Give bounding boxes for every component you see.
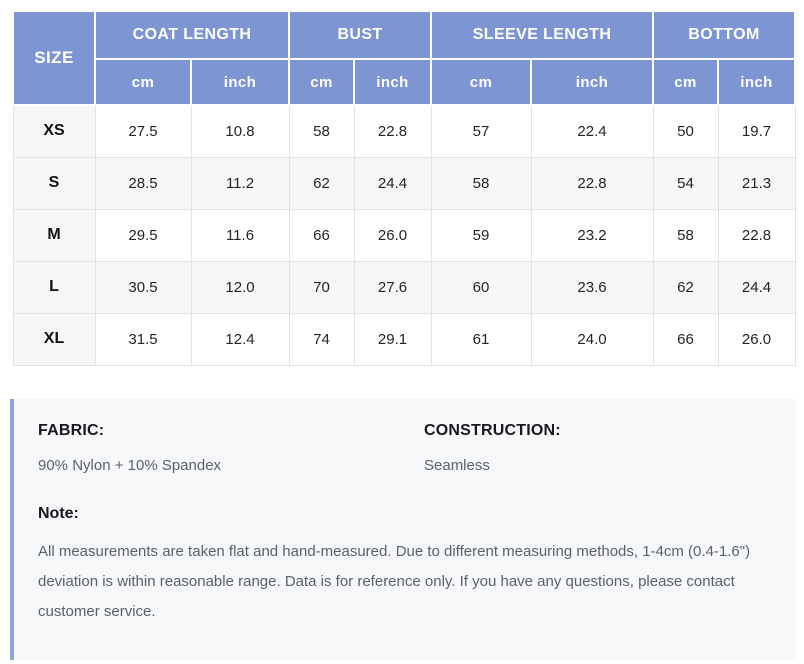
cell-value: 12.0	[190, 260, 290, 314]
cell-value: 61	[430, 312, 532, 366]
cell-value: 10.8	[190, 104, 290, 158]
cell-value: 62	[288, 156, 355, 210]
column-header-bust: BUST	[288, 10, 433, 60]
cell-value: 24.4	[717, 260, 796, 314]
column-header-size: SIZE	[12, 10, 96, 106]
cell-value: 59	[430, 208, 532, 262]
note-heading: Note:	[38, 504, 79, 522]
cell-value: 27.6	[353, 260, 432, 314]
cell-value: 74	[288, 312, 355, 366]
cell-value: 11.2	[190, 156, 290, 210]
column-header-sleeve-length: SLEEVE LENGTH	[430, 10, 655, 60]
cell-value: 30.5	[94, 260, 192, 314]
cell-value: 24.0	[530, 312, 654, 366]
unit-header-sleeve-inch: inch	[530, 58, 655, 106]
cell-value: 26.0	[717, 312, 796, 366]
cell-value: 54	[652, 156, 719, 210]
cell-value: 58	[288, 104, 355, 158]
fabric-block: FABRIC: 90% Nylon + 10% Spandex	[38, 422, 424, 474]
cell-value: 23.2	[530, 208, 654, 262]
cell-value: 27.5	[94, 104, 192, 158]
cell-value: 23.6	[530, 260, 654, 314]
size-label-m: M	[12, 208, 96, 262]
size-label-xl: XL	[12, 312, 96, 366]
product-info-panel: FABRIC: 90% Nylon + 10% Spandex CONSTRUC…	[10, 398, 796, 660]
cell-value: 60	[430, 260, 532, 314]
cell-value: 28.5	[94, 156, 192, 210]
cell-value: 29.5	[94, 208, 192, 262]
size-label-s: S	[12, 156, 96, 210]
cell-value: 66	[652, 312, 719, 366]
size-label-xs: XS	[12, 104, 96, 158]
fabric-construction-grid: FABRIC: 90% Nylon + 10% Spandex CONSTRUC…	[38, 422, 766, 474]
unit-header-coat-cm: cm	[94, 58, 192, 106]
size-chart-table: SIZE COAT LENGTH BUST SLEEVE LENGTH BOTT…	[12, 10, 797, 366]
column-header-coat-length: COAT LENGTH	[93, 10, 291, 60]
construction-heading: CONSTRUCTION:	[424, 421, 561, 439]
table-row-xl: XL 31.5 12.4 74 29.1 61 24.0 66 26.0	[12, 312, 796, 366]
cell-value: 58	[652, 208, 719, 262]
cell-value: 26.0	[353, 208, 432, 262]
unit-header-bust-inch: inch	[353, 58, 433, 106]
unit-header-bottom-inch: inch	[717, 58, 797, 106]
table-row-l: L 30.5 12.0 70 27.6 60 23.6 62 24.4	[12, 260, 796, 314]
construction-value: Seamless	[424, 456, 490, 474]
unit-header-bust-cm: cm	[288, 58, 356, 106]
unit-header-sleeve-cm: cm	[430, 58, 533, 106]
size-chart-section: SIZE COAT LENGTH BUST SLEEVE LENGTH BOTT…	[12, 10, 797, 366]
table-row-s: S 28.5 11.2 62 24.4 58 22.8 54 21.3	[12, 156, 796, 210]
cell-value: 22.8	[717, 208, 796, 262]
cell-value: 22.8	[353, 104, 432, 158]
size-label-l: L	[12, 260, 96, 314]
table-row-xs: XS 27.5 10.8 58 22.8 57 22.4 50 19.7	[12, 104, 796, 158]
fabric-value: 90% Nylon + 10% Spandex	[38, 456, 222, 474]
cell-value: 50	[652, 104, 719, 158]
cell-value: 58	[430, 156, 532, 210]
cell-value: 31.5	[94, 312, 192, 366]
cell-value: 24.4	[353, 156, 432, 210]
unit-header-coat-inch: inch	[189, 58, 291, 106]
cell-value: 29.1	[353, 312, 432, 366]
cell-value: 21.3	[717, 156, 796, 210]
note-text: All measurements are taken flat and hand…	[38, 542, 751, 620]
cell-value: 11.6	[190, 208, 290, 262]
cell-value: 57	[430, 104, 532, 158]
cell-value: 66	[288, 208, 355, 262]
cell-value: 22.8	[530, 156, 654, 210]
table-row-m: M 29.5 11.6 66 26.0 59 23.2 58 22.8	[12, 208, 796, 262]
cell-value: 19.7	[717, 104, 796, 158]
cell-value: 62	[652, 260, 719, 314]
cell-value: 70	[288, 260, 355, 314]
cell-value: 22.4	[530, 104, 654, 158]
column-header-bottom: BOTTOM	[652, 10, 797, 60]
header-group-row: SIZE COAT LENGTH BUST SLEEVE LENGTH BOTT…	[12, 10, 797, 106]
header-unit-row: cm inch cm inch cm inch cm inch	[13, 58, 797, 106]
construction-block: CONSTRUCTION: Seamless	[424, 422, 766, 474]
cell-value: 12.4	[190, 312, 290, 366]
unit-header-bottom-cm: cm	[652, 58, 720, 106]
fabric-heading: FABRIC:	[38, 421, 105, 439]
